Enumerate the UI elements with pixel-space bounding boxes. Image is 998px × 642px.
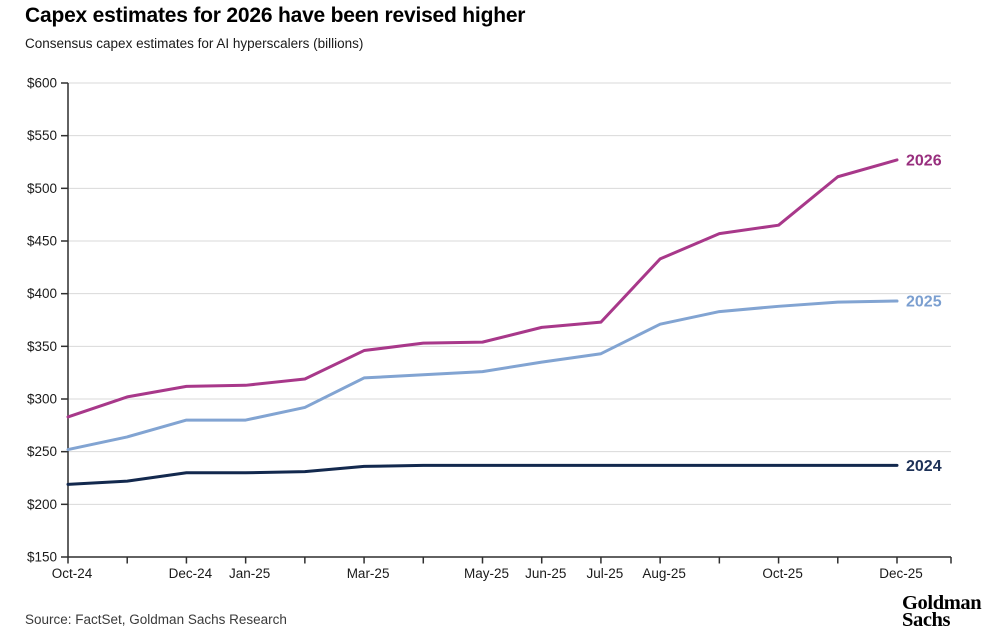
logo-line-2: Sachs bbox=[902, 608, 951, 631]
logo-line-1: Goldman bbox=[902, 592, 982, 614]
y-tick-label: $550 bbox=[27, 128, 57, 143]
y-tick-label: $350 bbox=[27, 339, 57, 354]
y-tick-label: $450 bbox=[27, 234, 57, 249]
source-note: Source: FactSet, Goldman Sachs Research bbox=[25, 612, 287, 627]
series-end-label-2024: 2024 bbox=[906, 458, 942, 475]
page-title: Capex estimates for 2026 have been revis… bbox=[25, 4, 526, 27]
x-tick-label: May-25 bbox=[464, 566, 509, 581]
x-tick-label: Dec-25 bbox=[879, 566, 923, 581]
chart-subtitle: Consensus capex estimates for AI hypersc… bbox=[25, 36, 364, 51]
series-line-2024 bbox=[66, 463, 899, 486]
y-tick-label: $400 bbox=[27, 286, 57, 301]
y-tick-label: $500 bbox=[27, 181, 57, 196]
x-tick-label: Mar-25 bbox=[347, 566, 390, 581]
series-line-2026 bbox=[66, 158, 899, 419]
series-line-2025 bbox=[66, 299, 899, 452]
y-tick-label: $600 bbox=[27, 76, 57, 91]
y-tick-label: $250 bbox=[27, 444, 57, 459]
x-tick-label: Jul-25 bbox=[587, 566, 624, 581]
x-tick-label: Jan-25 bbox=[229, 566, 270, 581]
x-tick-label: Dec-24 bbox=[169, 566, 213, 581]
goldman-sachs-logo: Goldman Sachs bbox=[902, 592, 982, 631]
y-tick-label: $150 bbox=[27, 550, 57, 565]
y-tick-label: $200 bbox=[27, 497, 57, 512]
y-tick-label: $300 bbox=[27, 392, 57, 407]
x-tick-label: Jun-25 bbox=[525, 566, 566, 581]
x-tick-label: Aug-25 bbox=[642, 566, 686, 581]
x-tick-label: Oct-25 bbox=[762, 566, 803, 581]
series-end-label-2025: 2025 bbox=[906, 294, 942, 311]
series-end-label-2026: 2026 bbox=[906, 152, 942, 169]
x-tick-label: Oct-24 bbox=[52, 566, 93, 581]
